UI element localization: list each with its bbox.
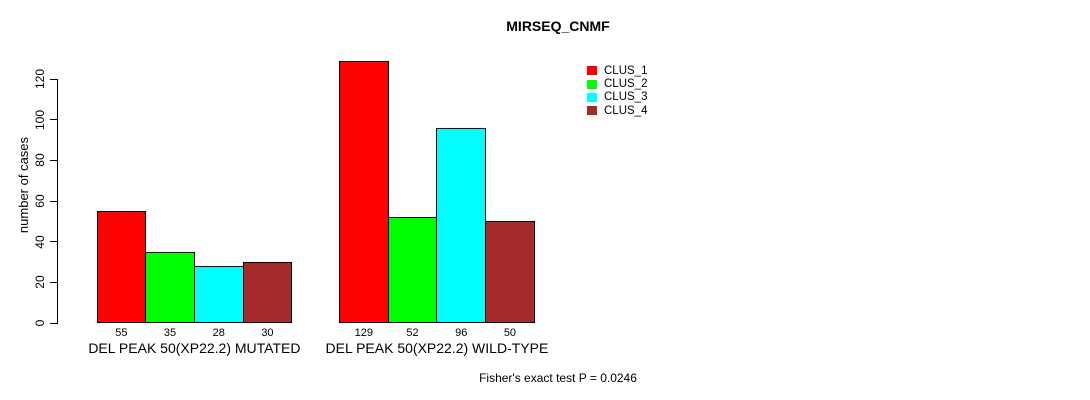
legend: CLUS_1 CLUS_2 CLUS_3 CLUS_4	[587, 64, 647, 118]
y-axis-tick-label: 40	[33, 234, 47, 249]
bar-CLUS_2	[387, 217, 438, 323]
bar-value-label: 35	[163, 327, 177, 339]
bar-value-label: 96	[455, 327, 468, 339]
legend-swatch-icon	[587, 106, 597, 116]
legend-item: CLUS_2	[587, 77, 647, 90]
legend-item: CLUS_1	[587, 64, 647, 77]
legend-item: CLUS_4	[587, 104, 647, 117]
y-axis-tick	[50, 241, 57, 243]
chart-title: MIRSEQ_CNMF	[506, 18, 610, 34]
y-axis-tick-label: 20	[33, 275, 47, 290]
bar-value-label: 52	[406, 327, 419, 339]
legend-label: CLUS_3	[604, 91, 648, 104]
bar-CLUS_3	[193, 266, 244, 323]
legend-label: CLUS_4	[604, 104, 648, 117]
bar-CLUS_4	[485, 221, 535, 323]
legend-swatch-icon	[587, 66, 597, 76]
group-label: DEL PEAK 50(XP22.2) WILD-TYPE	[325, 340, 549, 356]
annotation-text: Fisher's exact test P = 0.0246	[479, 371, 637, 385]
bar-value-label: 50	[503, 327, 517, 339]
bar-value-label: 55	[115, 327, 128, 339]
bar-CLUS_1	[339, 60, 389, 323]
y-axis-tick-label: 60	[33, 194, 47, 208]
group-label: DEL PEAK 50(XP22.2) MUTATED	[88, 340, 301, 356]
y-axis-tick-label: 120	[33, 68, 47, 90]
y-axis-tick	[50, 78, 57, 80]
y-axis-tick-label: 100	[33, 109, 47, 130]
bar-CLUS_4	[242, 262, 293, 323]
legend-swatch-icon	[587, 79, 597, 89]
bar-value-label: 28	[212, 327, 225, 339]
bar-CLUS_2	[145, 251, 195, 323]
legend-label: CLUS_2	[604, 78, 648, 91]
bar-CLUS_1	[96, 211, 147, 323]
y-axis-tick	[50, 119, 57, 121]
y-axis-line	[57, 79, 58, 324]
y-axis-tick	[50, 322, 57, 324]
y-axis-tick	[50, 200, 57, 202]
legend-label: CLUS_1	[604, 64, 648, 77]
y-axis-label: number of cases	[16, 136, 31, 234]
y-axis-tick	[50, 159, 57, 161]
y-axis-tick-label: 80	[33, 153, 47, 168]
bar-value-label: 129	[354, 327, 374, 339]
y-axis-tick	[50, 281, 57, 283]
bar-CLUS_3	[436, 127, 487, 323]
bar-value-label: 30	[261, 327, 274, 339]
legend-swatch-icon	[587, 92, 597, 102]
y-axis-tick-label: 0	[33, 319, 47, 327]
legend-item: CLUS_3	[587, 91, 647, 104]
